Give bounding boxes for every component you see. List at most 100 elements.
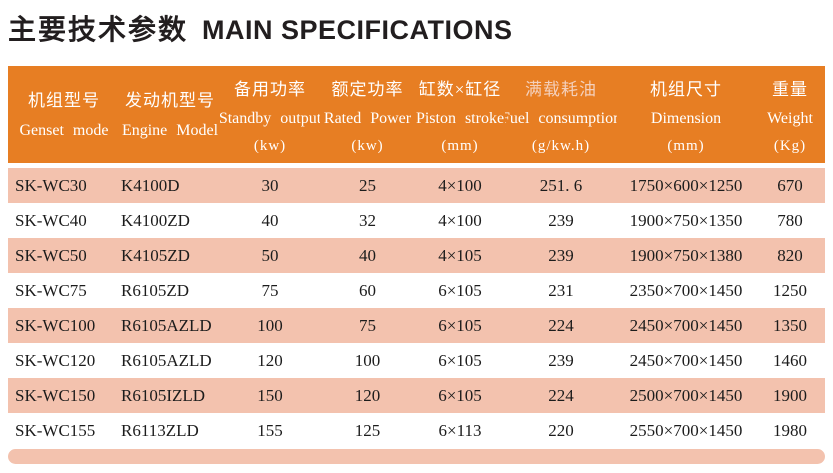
table-row: SK-WC120 R6105AZLD 120 100 6×105 239 245… (8, 343, 825, 378)
specifications-table: 机组型号 Genset mode 发动机型号 Engine Model 备用功率… (8, 66, 825, 464)
header-en-label: Standby output (220, 110, 320, 127)
cell-rated-power: 40 (359, 245, 376, 265)
cell-dimension: 2450×700×1450 (629, 315, 743, 335)
header-unit-label: (mm) (667, 138, 705, 154)
cell-rated-power: 100 (354, 350, 381, 370)
header-standby-output: 备用功率 Standby output (kw) (220, 66, 320, 163)
cell-standby-output: 40 (261, 210, 279, 230)
cell-weight: 1900 (773, 385, 807, 405)
header-zh-label: 机组型号 (28, 91, 100, 110)
header-en-label: Rated Power (323, 110, 412, 127)
cell-piston-stroke: 4×100 (438, 210, 482, 230)
cell-weight: 820 (777, 245, 803, 265)
cell-fuel-consumption: 224 (548, 315, 574, 335)
cell-piston-stroke: 6×105 (438, 385, 482, 405)
header-en-label: Weight (767, 110, 813, 127)
header-zh-label: 重量 (772, 80, 808, 99)
cell-weight: 1250 (773, 280, 807, 300)
cell-fuel-consumption: 239 (548, 210, 574, 230)
cell-genset-mode: SK-WC75 (15, 280, 87, 300)
header-en-label: Piston stroke (415, 110, 505, 127)
cell-weight: 1350 (773, 315, 807, 335)
cell-piston-stroke: 4×105 (438, 245, 482, 265)
cell-standby-output: 75 (261, 280, 279, 300)
header-en-label: Genset mode (19, 122, 109, 139)
cell-engine-model: R6113ZLD (121, 420, 199, 440)
header-zh-label: 满载耗油 (525, 80, 597, 99)
cell-weight: 1980 (773, 420, 807, 440)
table-row: SK-WC40 K4100ZD 40 32 4×100 239 1900×750… (8, 203, 825, 238)
cell-dimension: 1900×750×1350 (629, 210, 743, 230)
cell-piston-stroke: 6×113 (438, 420, 482, 440)
cell-engine-model: R6105ZD (121, 280, 189, 300)
cell-genset-mode: SK-WC50 (15, 245, 87, 265)
cell-fuel-consumption: 239 (548, 245, 574, 265)
cell-standby-output: 30 (261, 175, 279, 195)
cell-engine-model: K4100D (121, 175, 180, 195)
header-genset-mode: 机组型号 Genset mode (8, 66, 120, 163)
table-header-row: 机组型号 Genset mode 发动机型号 Engine Model 备用功率… (8, 66, 825, 163)
cell-dimension: 1750×600×1250 (629, 175, 743, 195)
cell-weight: 670 (777, 175, 803, 195)
header-unit-label: (mm) (441, 138, 479, 154)
cell-piston-stroke: 6×105 (438, 315, 482, 335)
cell-dimension: 2350×700×1450 (629, 280, 743, 300)
cell-rated-power: 125 (354, 420, 381, 440)
cell-standby-output: 155 (257, 420, 283, 440)
cell-genset-mode: SK-WC30 (15, 175, 87, 195)
cell-rated-power: 75 (359, 315, 376, 335)
cell-genset-mode: SK-WC155 (15, 420, 96, 440)
cell-genset-mode: SK-WC150 (15, 385, 96, 405)
table-row: SK-WC75 R6105ZD 75 60 6×105 231 2350×700… (8, 273, 825, 308)
cell-dimension: 2450×700×1450 (629, 350, 743, 370)
cell-standby-output: 120 (257, 350, 283, 370)
header-weight: 重量 Weight (Kg) (755, 66, 825, 163)
cell-rated-power: 60 (359, 280, 376, 300)
cell-piston-stroke: 6×105 (438, 350, 482, 370)
cell-fuel-consumption: 239 (548, 350, 574, 370)
cell-weight: 780 (777, 210, 803, 230)
cell-dimension: 1900×750×1380 (629, 245, 743, 265)
cell-engine-model: R6105AZLD (121, 315, 212, 335)
header-en-label: Dimension (650, 110, 722, 127)
cell-genset-mode: SK-WC120 (15, 350, 96, 370)
cell-piston-stroke: 4×100 (438, 175, 482, 195)
header-piston-stroke: 缸数×缸径 Piston stroke (mm) (415, 66, 505, 163)
cell-standby-output: 150 (257, 385, 283, 405)
cell-genset-mode: SK-WC100 (15, 315, 96, 335)
cell-weight: 1460 (773, 350, 807, 370)
page-title-chinese: 主要技术参数 (8, 14, 189, 45)
header-fuel-consumption: 满载耗油 Fuel consumption (g/kw.h) (505, 66, 617, 163)
cell-engine-model: K4100ZD (121, 210, 190, 230)
cell-fuel-consumption: 231 (548, 280, 574, 300)
cell-fuel-consumption: 224 (548, 385, 574, 405)
cell-engine-model: R6105AZLD (121, 350, 212, 370)
page-title-english: MAIN SPECIFICATIONS (202, 15, 513, 45)
table-row: SK-WC50 K4105ZD 50 40 4×105 239 1900×750… (8, 238, 825, 273)
cell-standby-output: 50 (261, 245, 279, 265)
cell-piston-stroke: 6×105 (438, 280, 482, 300)
cell-rated-power: 25 (359, 175, 376, 195)
cell-standby-output: 100 (257, 315, 283, 335)
header-zh-label: 额定功率 (331, 80, 404, 99)
header-en-label: Fuel consumption (505, 110, 617, 127)
cell-dimension: 2550×700×1450 (629, 420, 743, 440)
header-zh-label: 发动机型号 (125, 91, 215, 110)
cell-rated-power: 120 (354, 385, 381, 405)
cell-engine-model: K4105ZD (121, 245, 190, 265)
header-unit-label: (Kg) (773, 138, 807, 154)
header-zh-label: 机组尺寸 (650, 80, 722, 99)
header-unit-label: (kw) (351, 138, 384, 154)
cell-engine-model: R6105IZLD (121, 385, 206, 405)
header-zh-label: 缸数×缸径 (418, 80, 502, 99)
table-row: SK-WC30 K4100D 30 25 4×100 251. 6 1750×6… (8, 168, 825, 203)
header-zh-label: 备用功率 (234, 80, 306, 99)
cell-rated-power: 32 (359, 210, 376, 230)
header-en-label: Engine Model (121, 122, 219, 139)
table-row: SK-WC100 R6105AZLD 100 75 6×105 224 2450… (8, 308, 825, 343)
table-row: SK-WC150 R6105IZLD 150 120 6×105 224 250… (8, 378, 825, 413)
header-unit-label: (kw) (253, 138, 287, 154)
header-unit-label: (g/kw.h) (531, 138, 591, 154)
cell-genset-mode: SK-WC40 (15, 210, 87, 230)
